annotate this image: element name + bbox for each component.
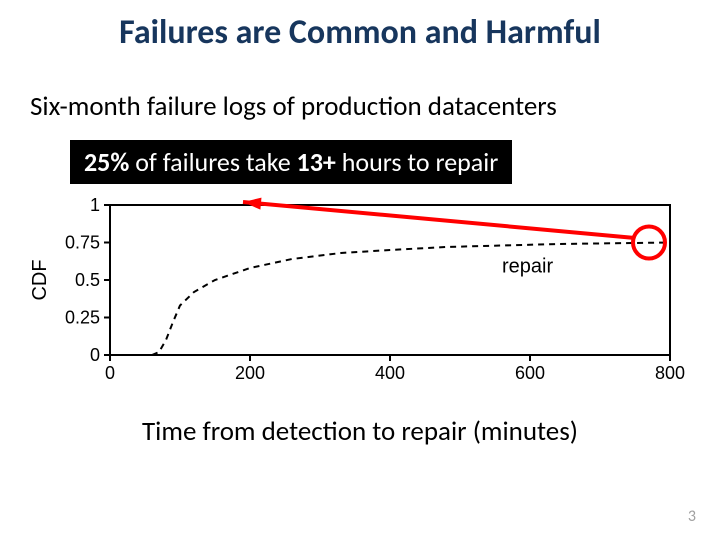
cdf-chart-svg: 0 0.25 0.5 0.75 1 0 200 400 600 800 CDF repair (32, 195, 692, 405)
svg-text:0: 0 (90, 345, 100, 365)
svg-text:0: 0 (105, 363, 115, 383)
svg-text:0.5: 0.5 (75, 270, 100, 290)
svg-text:400: 400 (375, 363, 405, 383)
svg-text:CDF: CDF (32, 259, 51, 300)
callout-thirteen: 13+ (297, 146, 336, 178)
svg-text:repair: repair (502, 256, 553, 278)
cdf-chart: 0 0.25 0.5 0.75 1 0 200 400 600 800 CDF repair (32, 195, 692, 405)
callout-percent: 25% (84, 146, 129, 178)
stat-callout: 25% of failures take 13+ hours to repair (70, 140, 512, 184)
svg-text:600: 600 (515, 363, 545, 383)
svg-text:0.75: 0.75 (65, 233, 100, 253)
svg-text:0.25: 0.25 (65, 308, 100, 328)
page-number: 3 (688, 507, 696, 526)
callout-text-1: of (129, 146, 162, 178)
x-axis-title: Time from detection to repair (minutes) (0, 415, 720, 448)
svg-text:1: 1 (90, 195, 100, 215)
callout-text-3: hours to repair (336, 146, 498, 178)
svg-text:800: 800 (655, 363, 685, 383)
slide-subtitle: Six-month failure logs of production dat… (30, 90, 557, 123)
slide-title: Failures are Common and Harmful (0, 12, 720, 53)
svg-text:200: 200 (235, 363, 265, 383)
callout-text-2: failures take (163, 146, 297, 178)
